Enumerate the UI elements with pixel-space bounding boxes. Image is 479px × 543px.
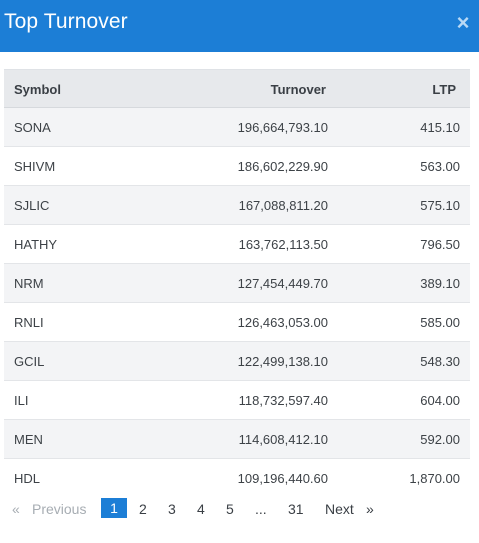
table-row: SJLIC 167,088,811.20 575.10	[4, 186, 470, 225]
page-button-3[interactable]: 3	[168, 501, 176, 517]
turnover-cell: 163,762,113.50	[238, 237, 328, 252]
symbol-cell[interactable]: HATHY	[14, 237, 58, 252]
column-header-symbol[interactable]: Symbol	[14, 82, 61, 97]
symbol-cell[interactable]: GCIL	[14, 354, 45, 369]
symbol-cell[interactable]: SJLIC	[14, 198, 50, 213]
page-button-31[interactable]: 31	[288, 501, 304, 517]
ltp-cell: 575.10	[420, 198, 460, 213]
turnover-cell: 118,732,597.40	[238, 393, 328, 408]
table-row: HDL 109,196,440.60 1,870.00	[4, 459, 470, 498]
ltp-cell: 592.00	[420, 432, 460, 447]
table-header: Symbol Turnover LTP	[4, 69, 470, 108]
turnover-cell: 109,196,440.60	[237, 471, 328, 486]
turnover-cell: 114,608,412.10	[238, 432, 328, 447]
symbol-cell[interactable]: NRM	[14, 276, 44, 291]
ltp-cell: 389.10	[420, 276, 460, 291]
turnover-cell: 122,499,138.10	[237, 354, 328, 369]
symbol-cell[interactable]: SONA	[14, 120, 51, 135]
pagination-ellipsis: ...	[255, 501, 267, 517]
column-header-ltp[interactable]: LTP	[432, 82, 456, 97]
ltp-cell: 604.00	[420, 393, 460, 408]
turnover-table: Symbol Turnover LTP SONA 196,664,793.10 …	[4, 69, 470, 498]
table-row: RNLI 126,463,053.00 585.00	[4, 303, 470, 342]
table-row: SHIVM 186,602,229.90 563.00	[4, 147, 470, 186]
next-button[interactable]: Next	[325, 501, 354, 517]
turnover-cell: 167,088,811.20	[238, 198, 328, 213]
turnover-cell: 127,454,449.70	[237, 276, 328, 291]
column-header-turnover[interactable]: Turnover	[270, 82, 326, 97]
ltp-cell: 796.50	[420, 237, 460, 252]
symbol-cell[interactable]: SHIVM	[14, 159, 56, 174]
table-row: ILI 118,732,597.40 604.00	[4, 381, 470, 420]
pagination: « Previous 1 2 3 4 5 ... 31 Next »	[8, 498, 478, 519]
symbol-cell[interactable]: RNLI	[14, 315, 44, 330]
modal-header: Top Turnover ×	[0, 0, 479, 52]
close-icon[interactable]: ×	[456, 10, 470, 35]
turnover-cell: 186,602,229.90	[237, 159, 328, 174]
ltp-cell: 415.10	[420, 120, 460, 135]
table-row: GCIL 122,499,138.10 548.30	[4, 342, 470, 381]
page-button-5[interactable]: 5	[226, 501, 234, 517]
ltp-cell: 548.30	[420, 354, 460, 369]
previous-button: Previous	[32, 501, 87, 517]
table-row: NRM 127,454,449.70 389.10	[4, 264, 470, 303]
symbol-cell[interactable]: ILI	[14, 393, 29, 408]
page-button-2[interactable]: 2	[139, 501, 147, 517]
turnover-cell: 196,664,793.10	[237, 120, 328, 135]
page-button-1[interactable]: 1	[101, 498, 127, 518]
modal-title: Top Turnover	[4, 10, 128, 33]
ltp-cell: 563.00	[420, 159, 460, 174]
turnover-cell: 126,463,053.00	[237, 315, 328, 330]
symbol-cell[interactable]: HDL	[14, 471, 41, 486]
symbol-cell[interactable]: MEN	[14, 432, 43, 447]
prev-arrow-icon: «	[12, 501, 20, 517]
ltp-cell: 1,870.00	[409, 471, 460, 486]
table-row: MEN 114,608,412.10 592.00	[4, 420, 470, 459]
ltp-cell: 585.00	[420, 315, 460, 330]
table-row: SONA 196,664,793.10 415.10	[4, 108, 470, 147]
next-arrow-icon[interactable]: »	[366, 501, 374, 517]
table-row: HATHY 163,762,113.50 796.50	[4, 225, 470, 264]
page-button-4[interactable]: 4	[197, 501, 205, 517]
